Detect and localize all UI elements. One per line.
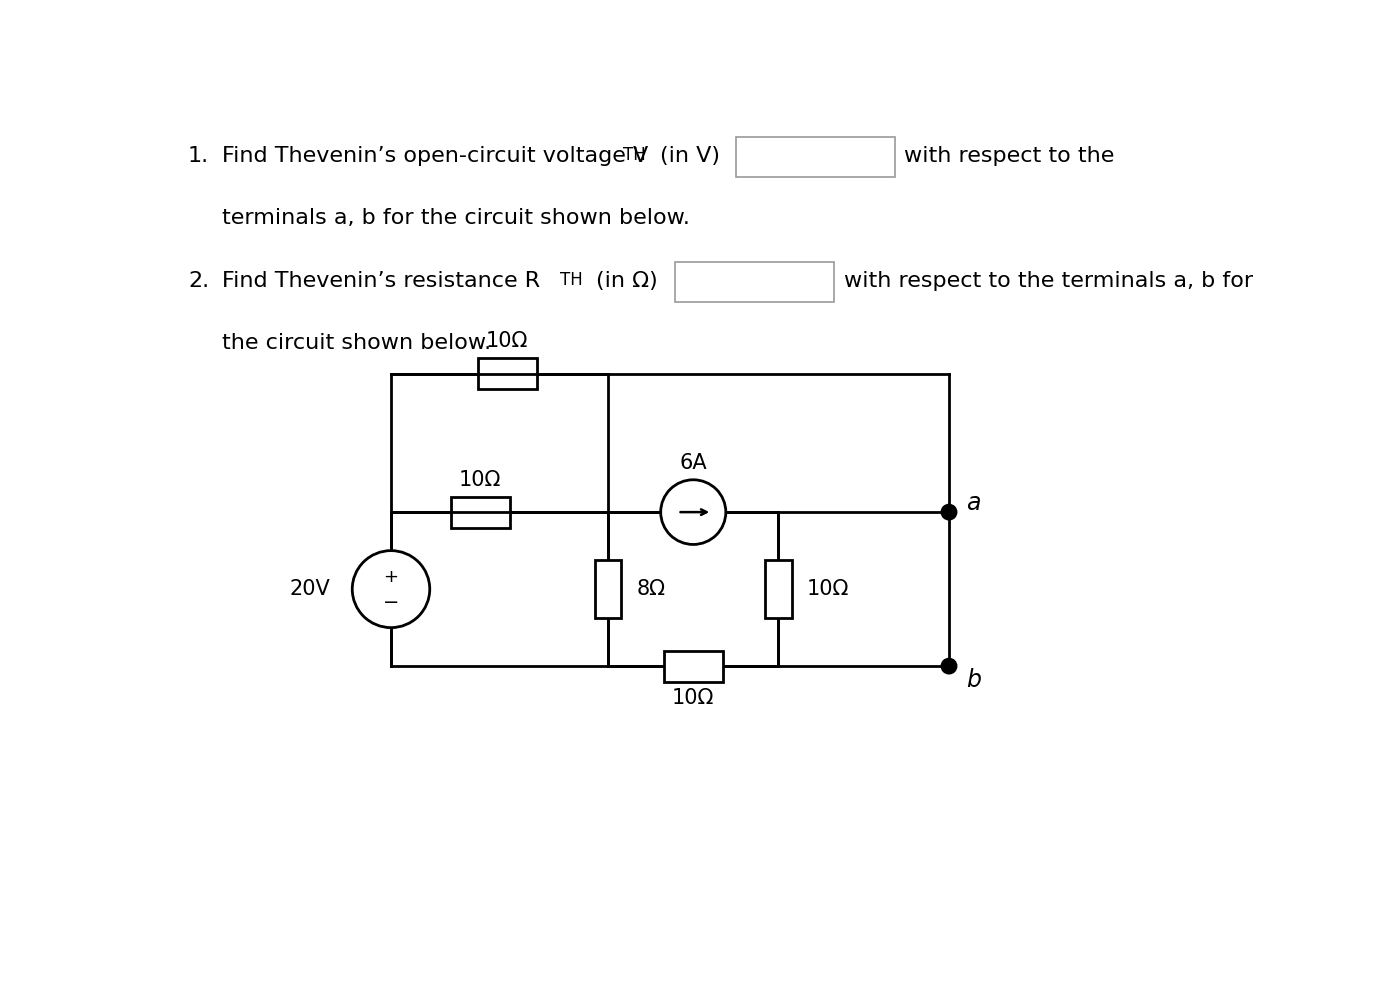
Text: 6A: 6A — [679, 453, 707, 473]
Text: with respect to the terminals a, b for: with respect to the terminals a, b for — [845, 271, 1254, 291]
Text: with respect to the: with respect to the — [903, 146, 1115, 166]
Text: 8Ω: 8Ω — [636, 580, 665, 599]
Text: b: b — [966, 668, 981, 691]
Text: Find Thevenin’s resistance R: Find Thevenin’s resistance R — [223, 271, 540, 291]
Text: 10Ω: 10Ω — [486, 332, 529, 351]
Bar — [664, 651, 722, 681]
Text: a: a — [966, 491, 980, 515]
Text: Find Thevenin’s open-circuit voltage V: Find Thevenin’s open-circuit voltage V — [223, 146, 649, 166]
Text: TH: TH — [624, 146, 646, 164]
FancyBboxPatch shape — [736, 137, 895, 177]
Bar — [477, 358, 537, 389]
Circle shape — [941, 504, 956, 520]
Text: +: + — [384, 568, 398, 586]
Text: (in Ω): (in Ω) — [596, 271, 658, 291]
Circle shape — [661, 480, 725, 544]
Bar — [766, 559, 792, 618]
Text: 1.: 1. — [188, 146, 209, 166]
Text: 10Ω: 10Ω — [672, 688, 714, 709]
Text: TH: TH — [560, 271, 583, 289]
Circle shape — [352, 550, 430, 628]
Text: 20V: 20V — [290, 580, 330, 599]
Text: terminals a, b for the circuit shown below.: terminals a, b for the circuit shown bel… — [223, 208, 690, 228]
Circle shape — [941, 658, 956, 673]
Bar — [451, 497, 509, 527]
Text: the circuit shown below.: the circuit shown below. — [223, 333, 491, 353]
Text: (in V): (in V) — [660, 146, 720, 166]
Bar — [594, 559, 621, 618]
FancyBboxPatch shape — [675, 262, 834, 302]
Text: 10Ω: 10Ω — [807, 580, 849, 599]
Text: −: − — [383, 594, 400, 613]
Text: 10Ω: 10Ω — [459, 470, 501, 490]
Text: 2.: 2. — [188, 271, 209, 291]
